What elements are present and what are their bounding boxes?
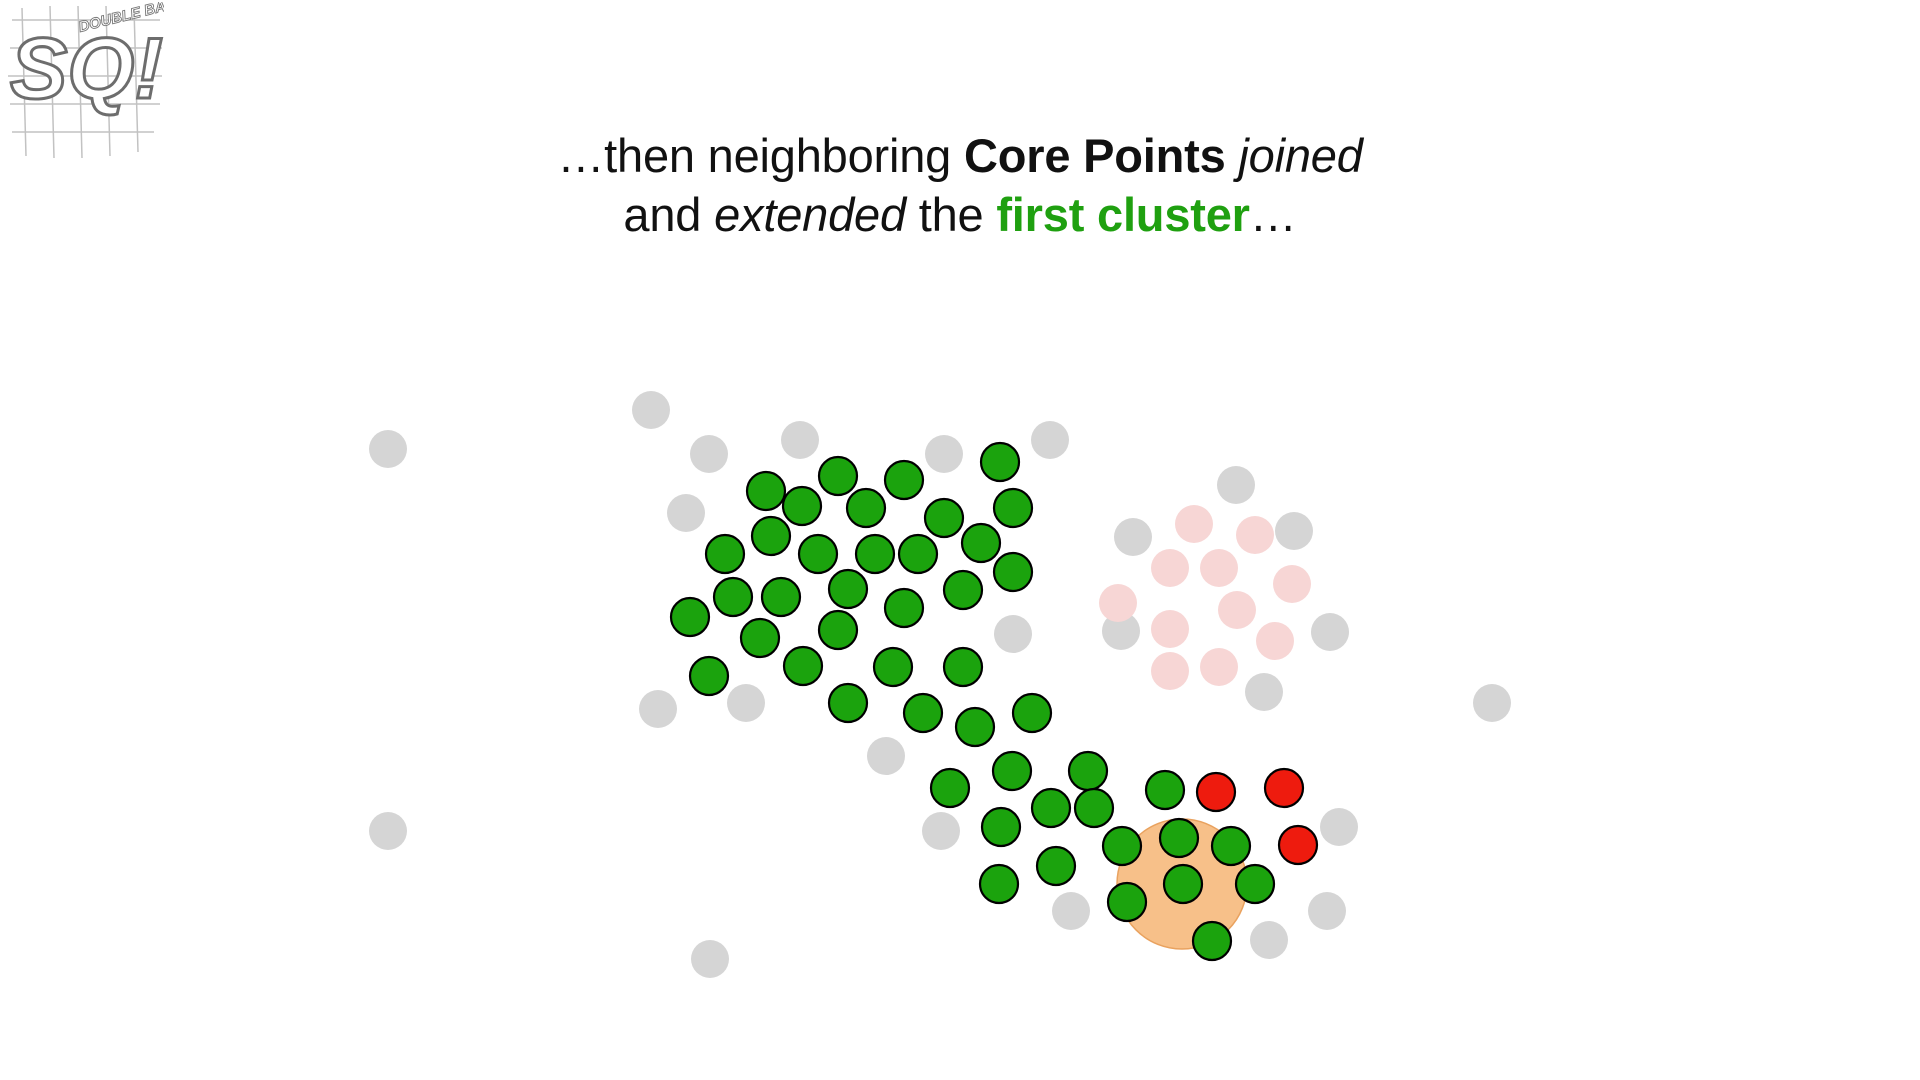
first-cluster-point <box>979 441 1021 483</box>
core-point <box>1277 824 1319 866</box>
first-cluster-point <box>1234 863 1276 905</box>
faded-cluster-point <box>1200 648 1238 686</box>
first-cluster-point <box>704 533 746 575</box>
first-cluster-point <box>750 515 792 557</box>
first-cluster-point <box>782 645 824 687</box>
first-cluster-point <box>1106 881 1148 923</box>
first-cluster-point <box>669 596 711 638</box>
core-points-term: Core Points <box>963 129 1226 182</box>
first-cluster-point <box>845 487 887 529</box>
first-cluster-point <box>1073 787 1115 829</box>
first-cluster-point <box>1101 825 1143 867</box>
unclustered-point <box>1250 921 1288 959</box>
unclustered-point <box>1311 613 1349 651</box>
first-cluster-point <box>942 569 984 611</box>
first-cluster-point <box>992 551 1034 593</box>
first-cluster-point <box>902 692 944 734</box>
first-cluster-point <box>980 806 1022 848</box>
first-cluster-point <box>978 863 1020 905</box>
unclustered-point <box>994 615 1032 653</box>
first-cluster-point <box>745 470 787 512</box>
first-cluster-point <box>739 617 781 659</box>
extended-term: extended <box>714 188 906 241</box>
first-cluster-point <box>883 587 925 629</box>
first-cluster-point <box>1162 863 1204 905</box>
first-cluster-point <box>1030 787 1072 829</box>
first-cluster-point <box>797 533 839 575</box>
first-cluster-point <box>1067 750 1109 792</box>
unclustered-point <box>1217 466 1255 504</box>
first-cluster-term: first cluster <box>996 188 1250 241</box>
first-cluster-point <box>827 568 869 610</box>
first-cluster-point <box>992 487 1034 529</box>
unclustered-point <box>691 940 729 978</box>
first-cluster-point <box>688 655 730 697</box>
first-cluster-point <box>827 682 869 724</box>
unclustered-point <box>1114 518 1152 556</box>
unclustered-point <box>369 812 407 850</box>
first-cluster-point <box>781 485 823 527</box>
unclustered-point <box>781 421 819 459</box>
faded-cluster-point <box>1151 549 1189 587</box>
first-cluster-point <box>883 459 925 501</box>
first-cluster-point <box>712 576 754 618</box>
caption-line-1: …then neighboring Core Points joined <box>557 129 1363 182</box>
first-cluster-point <box>897 533 939 575</box>
unclustered-point <box>925 435 963 473</box>
faded-cluster-point <box>1151 652 1189 690</box>
faded-cluster-point <box>1236 516 1274 554</box>
unclustered-point <box>867 737 905 775</box>
first-cluster-point <box>1158 817 1200 859</box>
first-cluster-point <box>817 455 859 497</box>
faded-cluster-point <box>1200 549 1238 587</box>
first-cluster-point <box>929 767 971 809</box>
first-cluster-point <box>817 609 859 651</box>
unclustered-point <box>1275 512 1313 550</box>
faded-cluster-point <box>1151 610 1189 648</box>
caption-line-2: and extended the first cluster… <box>623 188 1297 241</box>
faded-cluster-point <box>1099 584 1137 622</box>
first-cluster-point <box>1035 845 1077 887</box>
faded-cluster-point <box>1256 622 1294 660</box>
first-cluster-point <box>942 646 984 688</box>
unclustered-point <box>639 690 677 728</box>
first-cluster-point <box>923 497 965 539</box>
unclustered-point <box>727 684 765 722</box>
core-point <box>1195 771 1237 813</box>
first-cluster-point <box>954 706 996 748</box>
first-cluster-point <box>872 646 914 688</box>
first-cluster-point <box>1011 692 1053 734</box>
core-point <box>1263 767 1305 809</box>
unclustered-point <box>1308 892 1346 930</box>
unclustered-point <box>369 430 407 468</box>
statquest-logo: DOUBLE BAM!! SQ! <box>4 2 164 162</box>
unclustered-point <box>632 391 670 429</box>
unclustered-point <box>1052 892 1090 930</box>
first-cluster-point <box>960 522 1002 564</box>
unclustered-point <box>922 812 960 850</box>
faded-cluster-point <box>1218 591 1256 629</box>
faded-cluster-point <box>1273 565 1311 603</box>
first-cluster-point <box>760 576 802 618</box>
unclustered-point <box>667 494 705 532</box>
first-cluster-point <box>854 533 896 575</box>
svg-text:SQ!: SQ! <box>10 21 163 117</box>
first-cluster-point <box>1210 825 1252 867</box>
slide-caption: …then neighboring Core Points joined and… <box>0 126 1920 244</box>
unclustered-point <box>690 435 728 473</box>
joined-term: joined <box>1238 129 1363 182</box>
unclustered-point <box>1102 612 1140 650</box>
unclustered-point <box>1245 673 1283 711</box>
unclustered-point <box>1473 684 1511 722</box>
unclustered-point <box>1320 808 1358 846</box>
first-cluster-point <box>991 750 1033 792</box>
unclustered-point <box>1031 421 1069 459</box>
faded-cluster-point <box>1175 505 1213 543</box>
first-cluster-point <box>1191 920 1233 962</box>
first-cluster-point <box>1144 769 1186 811</box>
